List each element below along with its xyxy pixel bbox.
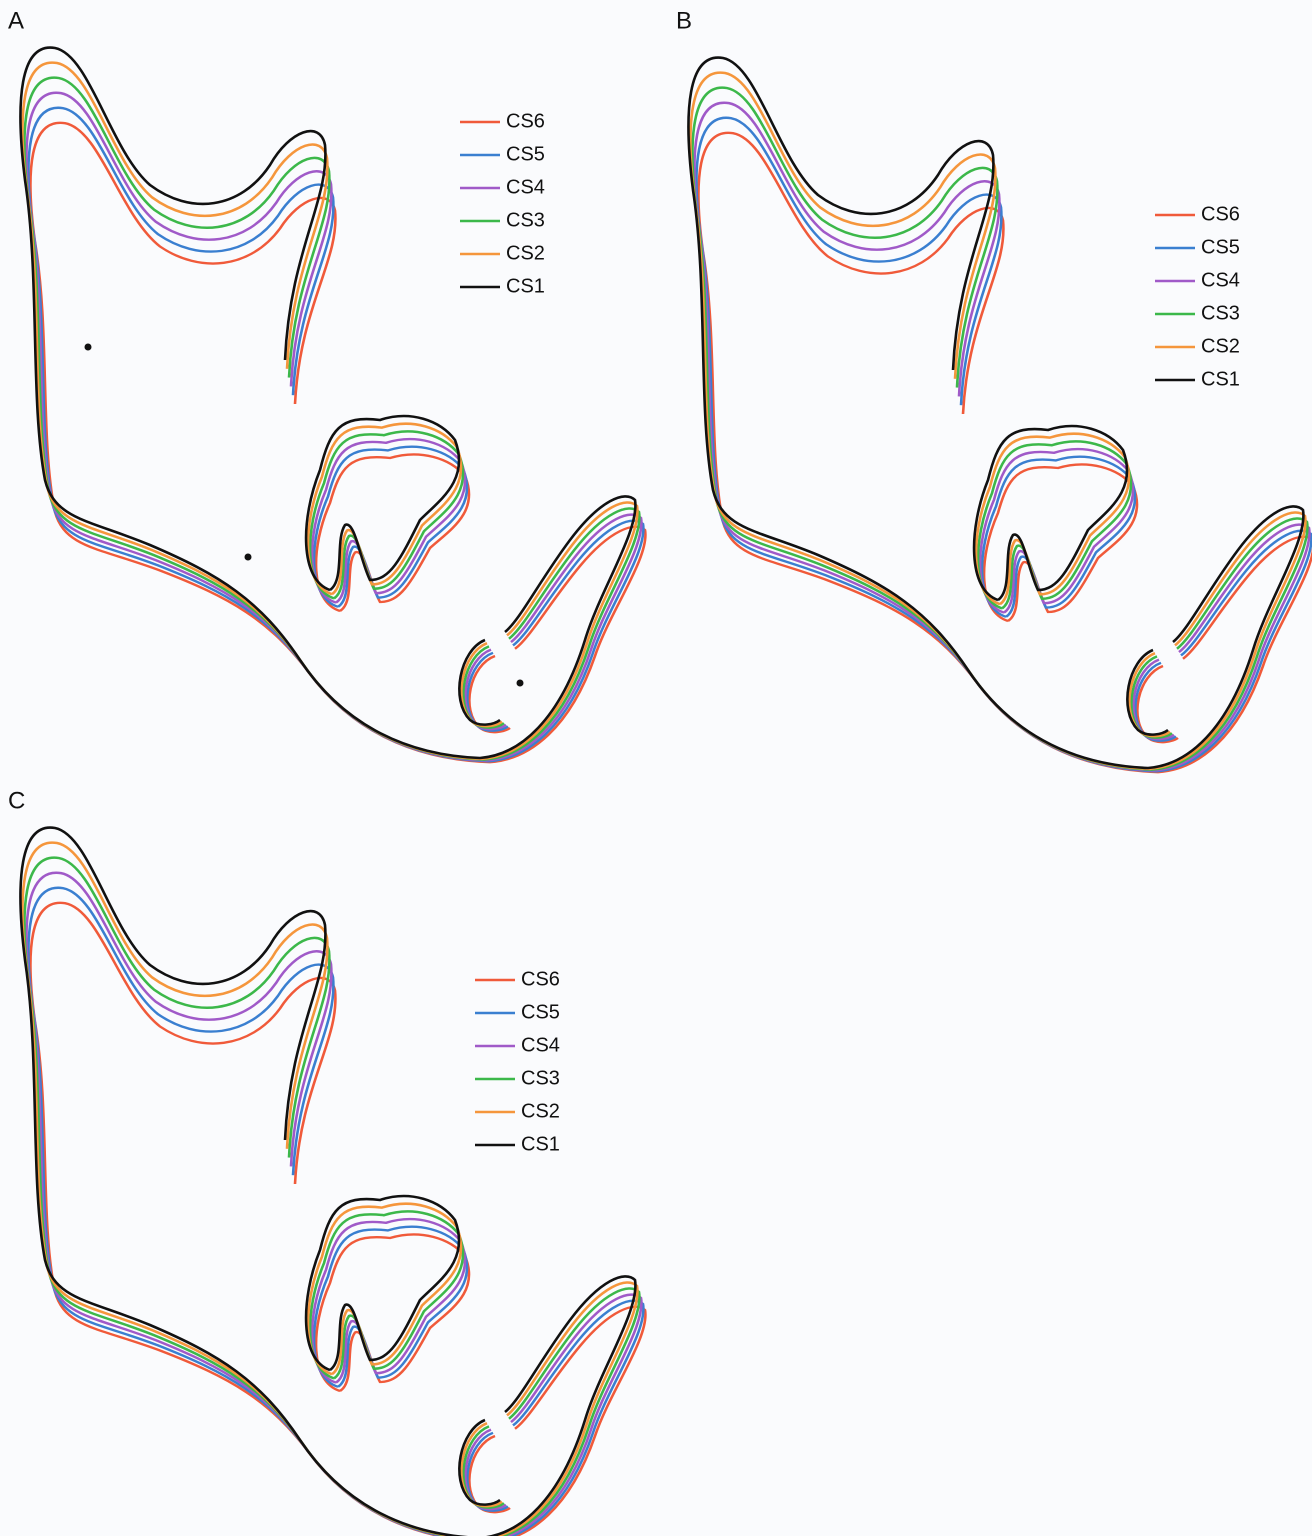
legend-label: CS1 [506,275,545,297]
outline [22,63,637,759]
landmark [85,344,92,351]
legend-label: CS6 [521,968,560,990]
outline [24,78,639,760]
legend-label: CS4 [506,176,545,198]
legend-label: CS3 [506,209,545,231]
outline-group [24,858,639,1536]
outline-group [24,78,639,760]
legend-label: CS6 [1201,203,1240,225]
legend-label: CS3 [1201,302,1240,324]
legend-label: CS2 [506,242,545,264]
outline [30,123,645,762]
panel-label: A [8,7,24,34]
outline-group [22,843,637,1536]
legend-label: CS6 [506,110,545,132]
outline-group [28,108,643,762]
legend-label: CS1 [521,1133,560,1155]
outline [692,88,1307,770]
outline-group [692,88,1307,770]
legend-label: CS5 [1201,236,1240,258]
panel-label: B [676,7,692,34]
outline [20,828,635,1536]
legend-label: CS1 [1201,368,1240,390]
legend-label: CS3 [521,1067,560,1089]
outline [24,858,639,1536]
outline-group [690,73,1305,769]
outline [688,58,1303,768]
outline-group [20,828,635,1536]
landmark [245,554,252,561]
outline [26,93,641,761]
legend-label: CS5 [521,1001,560,1023]
outline-group [22,63,637,759]
outline-group [698,133,1312,772]
panel-c: C CS6 CS5 CS4 CS3 CS2 CS1 [8,787,645,1536]
outline-group [688,58,1303,768]
panel-a: A CS6 CS5 CS4 CS3 CS2 CS1 [8,7,645,762]
landmark [517,680,524,687]
outline [698,133,1312,772]
legend-label: CS4 [1201,269,1240,291]
legend-label: CS2 [521,1100,560,1122]
outline-group [30,123,645,762]
outline [690,73,1305,769]
panel-label: C [8,787,25,814]
legend-label: CS5 [506,143,545,165]
panel-b: B CS6 CS5 CS4 CS3 CS2 CS1 [676,7,1312,772]
outline [28,108,643,762]
legend-label: CS2 [1201,335,1240,357]
legend-label: CS4 [521,1034,560,1056]
figure: A CS6 CS5 CS4 CS3 CS2 CS1 B CS6 CS5 CS4 CS3 CS2 CS… [0,0,1312,1536]
outline [22,843,637,1536]
outline-group [26,93,641,761]
